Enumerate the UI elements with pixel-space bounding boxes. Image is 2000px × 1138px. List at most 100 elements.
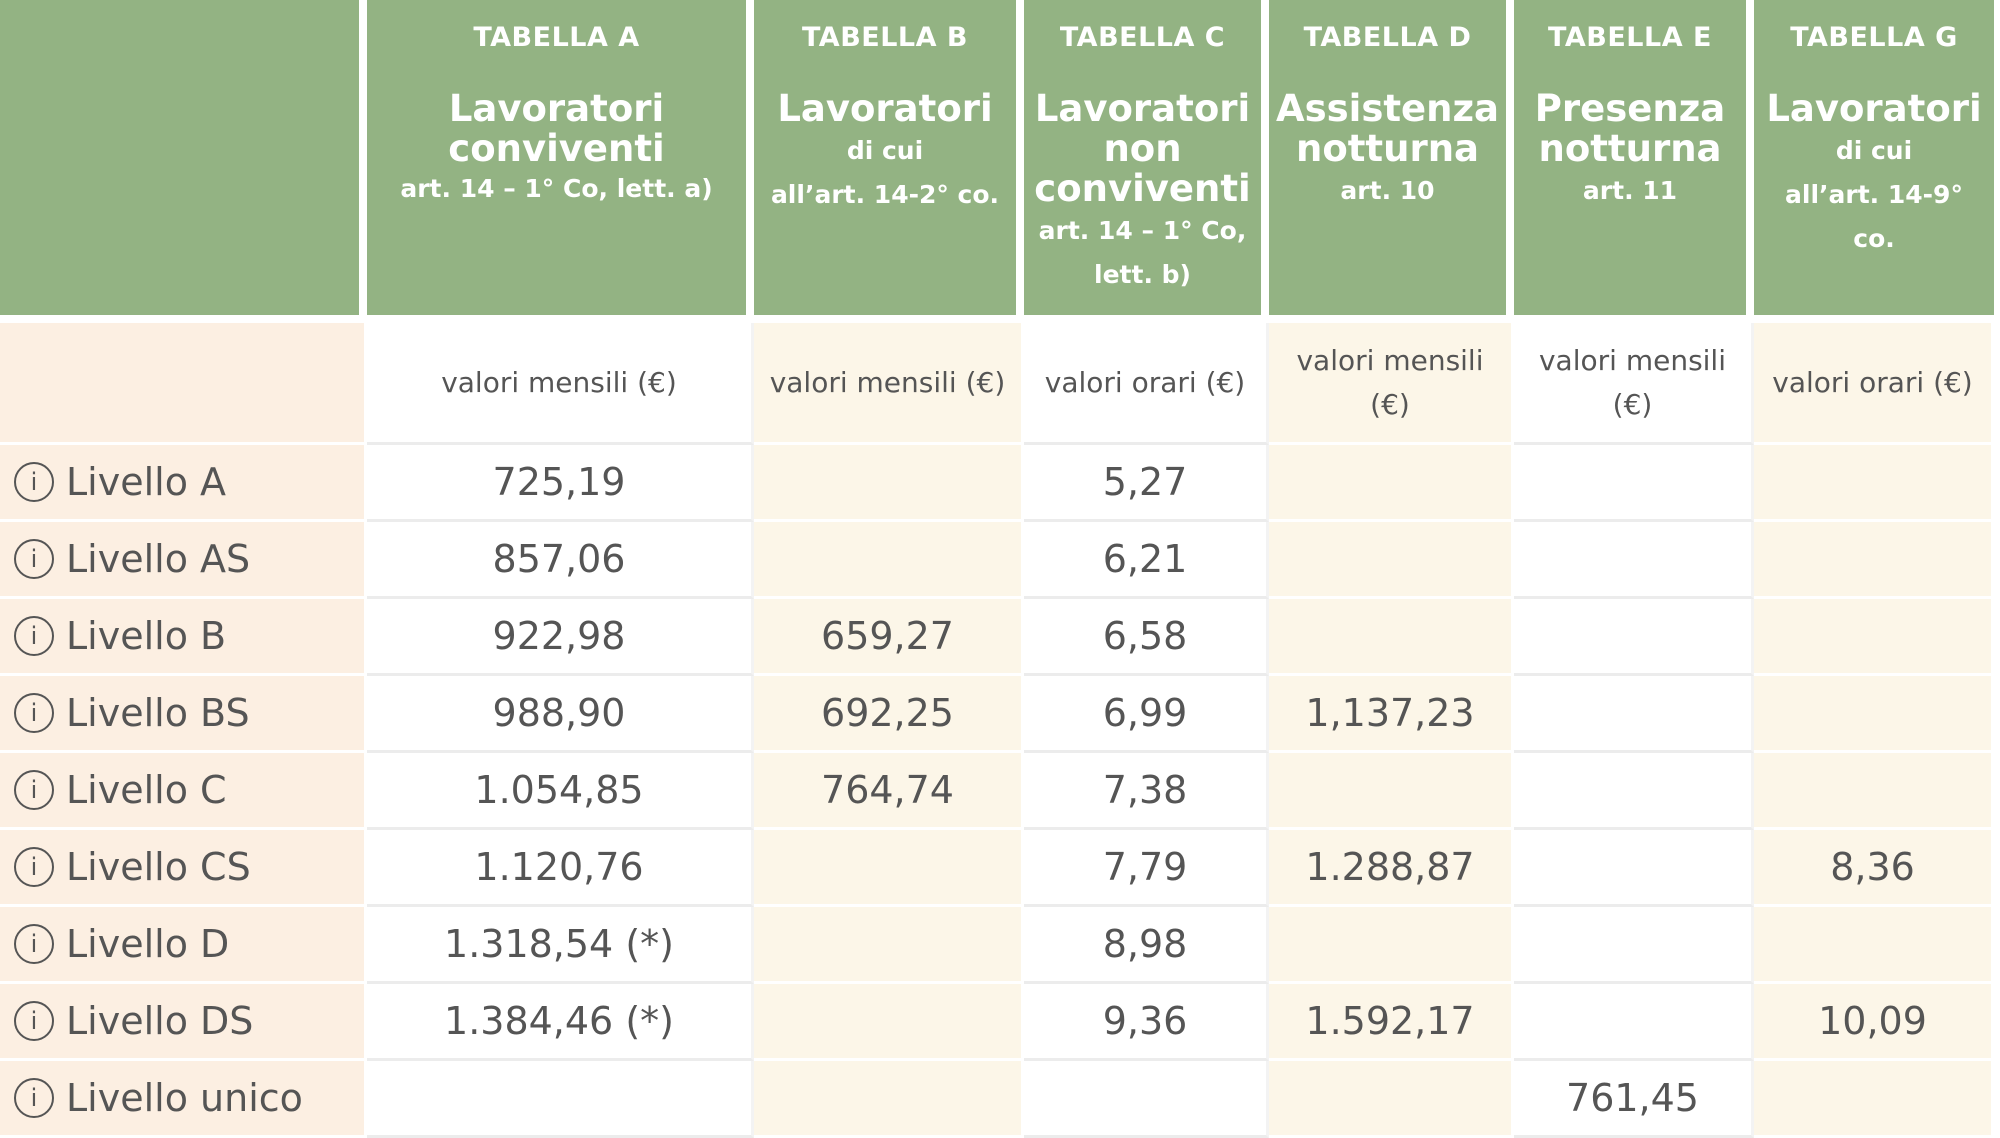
column-title: Lavoratori bbox=[1766, 87, 1982, 130]
info-circle-icon[interactable]: i bbox=[14, 1001, 54, 1041]
column-title: Presenza bbox=[1534, 87, 1726, 130]
unit-label: valori orari (€) bbox=[1754, 323, 1994, 445]
table-cell bbox=[1514, 830, 1754, 907]
table-cell bbox=[754, 830, 1024, 907]
row-label[interactable]: i Livello CS bbox=[0, 830, 367, 907]
table-cell: 1.592,17 bbox=[1269, 984, 1514, 1061]
row-label[interactable]: i Livello DS bbox=[0, 984, 367, 1061]
table-cell bbox=[1514, 907, 1754, 984]
table-cell bbox=[367, 1061, 754, 1138]
info-circle-icon[interactable]: i bbox=[14, 770, 54, 810]
info-circle-icon[interactable]: i bbox=[14, 539, 54, 579]
table-cell bbox=[1514, 753, 1754, 830]
table-cell bbox=[1514, 599, 1754, 676]
table-cell bbox=[1269, 445, 1514, 522]
table-cell bbox=[1269, 1061, 1514, 1138]
column-title: notturna bbox=[1538, 127, 1722, 170]
row-label[interactable]: i Livello AS bbox=[0, 522, 367, 599]
row-label[interactable]: i Livello C bbox=[0, 753, 367, 830]
table-cell bbox=[1754, 907, 1994, 984]
units-row-label bbox=[0, 323, 367, 445]
unit-line: (€) bbox=[1370, 387, 1410, 421]
table-cell: 857,06 bbox=[367, 522, 754, 599]
header-tabella-e: TABELLA E Presenza notturna art. 11 bbox=[1514, 0, 1754, 323]
unit-label: valori mensili (€) bbox=[367, 323, 754, 445]
column-note: art. 14 – 1° Co, lett. a) bbox=[400, 174, 713, 203]
column-title: Lavoratori bbox=[1034, 87, 1251, 130]
column-title: Assistenza bbox=[1275, 87, 1499, 130]
header-tabella-b: TABELLA B Lavoratori di cui all’art. 14-… bbox=[754, 0, 1024, 323]
info-circle-icon[interactable]: i bbox=[14, 847, 54, 887]
table-cell: 725,19 bbox=[367, 445, 754, 522]
info-circle-icon[interactable]: i bbox=[14, 924, 54, 964]
column-title: notturna bbox=[1295, 127, 1480, 170]
table-cell: 1.384,46 (*) bbox=[367, 984, 754, 1061]
column-note: all’art. 14-9° bbox=[1785, 180, 1963, 209]
column-title: conviventi bbox=[1034, 167, 1251, 210]
tab-label: TABELLA C bbox=[1059, 22, 1226, 53]
unit-label: valori mensili (€) bbox=[1514, 323, 1754, 445]
table-cell: 761,45 bbox=[1514, 1061, 1754, 1138]
row-label[interactable]: i Livello BS bbox=[0, 676, 367, 753]
info-circle-icon[interactable]: i bbox=[14, 693, 54, 733]
header-corner bbox=[0, 0, 367, 323]
level-label: Livello CS bbox=[66, 845, 251, 889]
table-cell bbox=[754, 1061, 1024, 1138]
table-cell: 1.288,87 bbox=[1269, 830, 1514, 907]
table-cell bbox=[1754, 676, 1994, 753]
table-cell bbox=[1514, 522, 1754, 599]
tab-label: TABELLA B bbox=[801, 22, 969, 53]
row-label[interactable]: i Livello B bbox=[0, 599, 367, 676]
table-cell: 1,137,23 bbox=[1269, 676, 1514, 753]
info-circle-icon[interactable]: i bbox=[14, 1078, 54, 1118]
row-label[interactable]: i Livello A bbox=[0, 445, 367, 522]
row-label[interactable]: i Livello unico bbox=[0, 1061, 367, 1138]
table-cell: 988,90 bbox=[367, 676, 754, 753]
column-title: non bbox=[1103, 127, 1182, 170]
table-cell: 8,98 bbox=[1024, 907, 1269, 984]
info-circle-icon[interactable]: i bbox=[14, 462, 54, 502]
info-circle-icon[interactable]: i bbox=[14, 616, 54, 656]
table-cell bbox=[1269, 753, 1514, 830]
table-cell: 764,74 bbox=[754, 753, 1024, 830]
table-cell bbox=[754, 522, 1024, 599]
column-note: art. 11 bbox=[1582, 176, 1678, 205]
tab-label: TABELLA D bbox=[1303, 22, 1472, 53]
level-label: Livello D bbox=[66, 922, 230, 966]
table-cell: 10,09 bbox=[1754, 984, 1994, 1061]
table-cell bbox=[1269, 599, 1514, 676]
column-title: Lavoratori bbox=[777, 87, 993, 130]
level-label: Livello C bbox=[66, 768, 227, 812]
level-label: Livello BS bbox=[66, 691, 250, 735]
row-label[interactable]: i Livello D bbox=[0, 907, 367, 984]
header-tabella-d: TABELLA D Assistenza notturna art. 10 bbox=[1269, 0, 1514, 323]
table-cell: 5,27 bbox=[1024, 445, 1269, 522]
table-cell bbox=[1024, 1061, 1269, 1138]
level-label: Livello B bbox=[66, 614, 227, 658]
column-note: co. bbox=[1853, 224, 1895, 253]
level-label: Livello AS bbox=[66, 537, 251, 581]
tab-label: TABELLA G bbox=[1790, 22, 1958, 53]
level-label: Livello A bbox=[66, 460, 227, 504]
header-tabella-a: TABELLA A Lavoratori conviventi art. 14 … bbox=[367, 0, 754, 323]
header-tabella-c: TABELLA C Lavoratori non conviventi art.… bbox=[1024, 0, 1269, 323]
unit-label: valori mensili (€) bbox=[1269, 323, 1514, 445]
table-cell: 922,98 bbox=[367, 599, 754, 676]
table-cell bbox=[754, 984, 1024, 1061]
table-cell: 6,21 bbox=[1024, 522, 1269, 599]
column-note: di cui bbox=[846, 136, 924, 165]
table-cell bbox=[754, 907, 1024, 984]
table-cell: 8,36 bbox=[1754, 830, 1994, 907]
unit-line: (€) bbox=[1612, 387, 1653, 421]
table-cell: 9,36 bbox=[1024, 984, 1269, 1061]
column-note: lett. b) bbox=[1094, 260, 1191, 289]
table-cell: 7,38 bbox=[1024, 753, 1269, 830]
table-cell bbox=[1514, 445, 1754, 522]
table-cell bbox=[1754, 522, 1994, 599]
table-cell bbox=[1754, 1061, 1994, 1138]
table-cell: 659,27 bbox=[754, 599, 1024, 676]
column-note: di cui bbox=[1835, 136, 1913, 165]
column-note: art. 10 bbox=[1340, 176, 1435, 205]
table-cell bbox=[1514, 676, 1754, 753]
